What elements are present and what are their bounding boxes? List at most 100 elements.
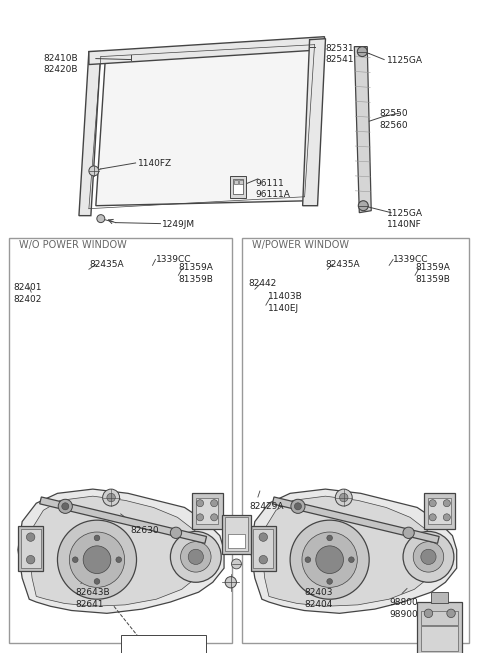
Bar: [230, 176, 246, 198]
Circle shape: [421, 550, 436, 565]
Text: 1339CC: 1339CC: [156, 255, 191, 265]
Text: 82435A: 82435A: [89, 261, 123, 269]
Bar: [222, 515, 251, 554]
Circle shape: [69, 532, 125, 588]
Bar: [239, 180, 243, 184]
Circle shape: [302, 532, 357, 588]
Circle shape: [327, 578, 333, 584]
Bar: [421, 610, 458, 625]
Circle shape: [116, 557, 121, 563]
Polygon shape: [272, 497, 439, 544]
Polygon shape: [18, 489, 224, 613]
Text: 1249JM: 1249JM: [162, 219, 195, 229]
Circle shape: [413, 542, 444, 572]
Bar: [432, 592, 448, 603]
Polygon shape: [251, 489, 456, 613]
Text: 1140FZ: 1140FZ: [138, 159, 172, 168]
Bar: [21, 529, 40, 568]
Text: W/O POWER WINDOW: W/O POWER WINDOW: [19, 240, 127, 250]
Circle shape: [403, 531, 454, 582]
Text: 81359A
81359B: 81359A 81359B: [415, 263, 450, 284]
Text: 82531
82541: 82531 82541: [325, 44, 354, 64]
Circle shape: [348, 557, 354, 563]
Circle shape: [327, 535, 333, 541]
Circle shape: [294, 503, 301, 510]
Circle shape: [107, 493, 115, 502]
Text: 96111
96111A: 96111 96111A: [255, 179, 290, 199]
Circle shape: [339, 493, 348, 502]
Circle shape: [26, 555, 35, 564]
Circle shape: [94, 535, 100, 541]
Circle shape: [26, 533, 35, 541]
Circle shape: [188, 550, 204, 565]
Polygon shape: [40, 497, 206, 544]
Text: 11403B
1140EJ: 11403B 1140EJ: [268, 292, 302, 312]
Bar: [424, 493, 456, 529]
Circle shape: [170, 527, 181, 538]
Text: 82550
82560: 82550 82560: [379, 109, 408, 130]
Circle shape: [358, 200, 368, 211]
Text: 1125GA: 1125GA: [387, 56, 423, 65]
Bar: [417, 602, 462, 655]
Circle shape: [444, 514, 450, 521]
Polygon shape: [262, 496, 438, 607]
Polygon shape: [302, 39, 325, 206]
Circle shape: [58, 499, 72, 514]
Circle shape: [72, 557, 78, 563]
Bar: [121, 635, 206, 655]
Text: 82403
82404: 82403 82404: [305, 588, 333, 609]
Circle shape: [424, 609, 432, 618]
Text: 98800
98900: 98800 98900: [389, 599, 418, 619]
Circle shape: [357, 47, 367, 56]
Circle shape: [103, 489, 120, 506]
Text: 82442: 82442: [248, 279, 276, 288]
Text: 82429A: 82429A: [249, 502, 284, 511]
Circle shape: [83, 546, 111, 574]
Polygon shape: [29, 496, 206, 607]
Circle shape: [231, 559, 241, 569]
Bar: [228, 534, 245, 548]
Bar: [233, 179, 243, 194]
Circle shape: [225, 576, 237, 588]
Circle shape: [259, 533, 267, 541]
Circle shape: [62, 503, 69, 510]
Bar: [251, 526, 276, 571]
Bar: [225, 517, 248, 552]
Bar: [9, 238, 232, 643]
Text: 82410B
82420B: 82410B 82420B: [43, 54, 78, 74]
Circle shape: [429, 514, 436, 521]
Circle shape: [305, 557, 311, 563]
Circle shape: [259, 555, 267, 564]
Circle shape: [97, 215, 105, 223]
Circle shape: [403, 527, 414, 538]
Bar: [234, 180, 238, 184]
Circle shape: [336, 489, 352, 506]
Circle shape: [429, 500, 436, 507]
Circle shape: [211, 514, 218, 521]
Circle shape: [211, 500, 218, 507]
Circle shape: [444, 500, 450, 507]
Circle shape: [447, 609, 456, 618]
Text: 1125GA
1140NF: 1125GA 1140NF: [387, 209, 423, 229]
Circle shape: [316, 546, 344, 574]
Circle shape: [290, 520, 369, 599]
Circle shape: [180, 542, 211, 572]
Bar: [196, 498, 218, 525]
Polygon shape: [89, 37, 324, 65]
Bar: [242, 238, 468, 643]
Text: 82435A: 82435A: [325, 261, 360, 269]
Text: 82643B
82641: 82643B 82641: [75, 588, 109, 609]
Polygon shape: [96, 40, 320, 206]
Circle shape: [196, 514, 204, 521]
Text: 1339CC: 1339CC: [393, 255, 429, 265]
Circle shape: [170, 531, 221, 582]
Circle shape: [94, 578, 100, 584]
Bar: [421, 626, 458, 652]
Circle shape: [58, 520, 136, 599]
Circle shape: [291, 499, 305, 514]
Bar: [429, 498, 451, 525]
Polygon shape: [79, 52, 101, 215]
Text: 82401
82402: 82401 82402: [13, 283, 42, 304]
Circle shape: [89, 166, 99, 176]
Bar: [18, 526, 43, 571]
